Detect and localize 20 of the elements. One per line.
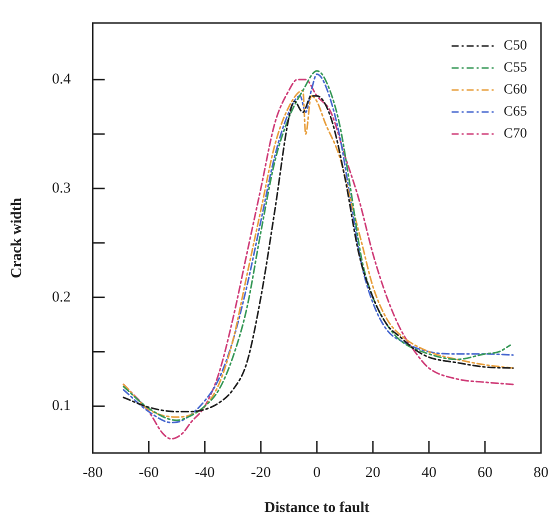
x-axis-title: Distance to fault xyxy=(264,500,370,516)
legend-label: C60 xyxy=(504,82,528,98)
x-tick-label: 80 xyxy=(534,464,548,481)
legend-label: C65 xyxy=(504,104,528,120)
legend-label: C50 xyxy=(504,38,528,54)
x-tick-label: -40 xyxy=(194,464,215,481)
x-tick-label: 20 xyxy=(365,464,380,481)
x-tick-label: -60 xyxy=(138,464,159,481)
legend-label: C55 xyxy=(504,60,528,76)
y-tick-label: 0.4 xyxy=(52,72,72,88)
x-tick-label: 40 xyxy=(421,464,436,481)
y-tick-label: 0.3 xyxy=(52,180,71,196)
x-tick-label: 60 xyxy=(477,464,492,481)
y-tick-label: 0.2 xyxy=(52,289,71,306)
legend-label: C70 xyxy=(504,126,528,142)
y-tick-label: 0.1 xyxy=(52,398,71,414)
x-tick-label: -80 xyxy=(82,464,103,481)
x-tick-label: 0 xyxy=(313,464,321,481)
x-tick-label: -20 xyxy=(250,464,271,481)
y-axis-title: Crack width xyxy=(8,197,25,278)
